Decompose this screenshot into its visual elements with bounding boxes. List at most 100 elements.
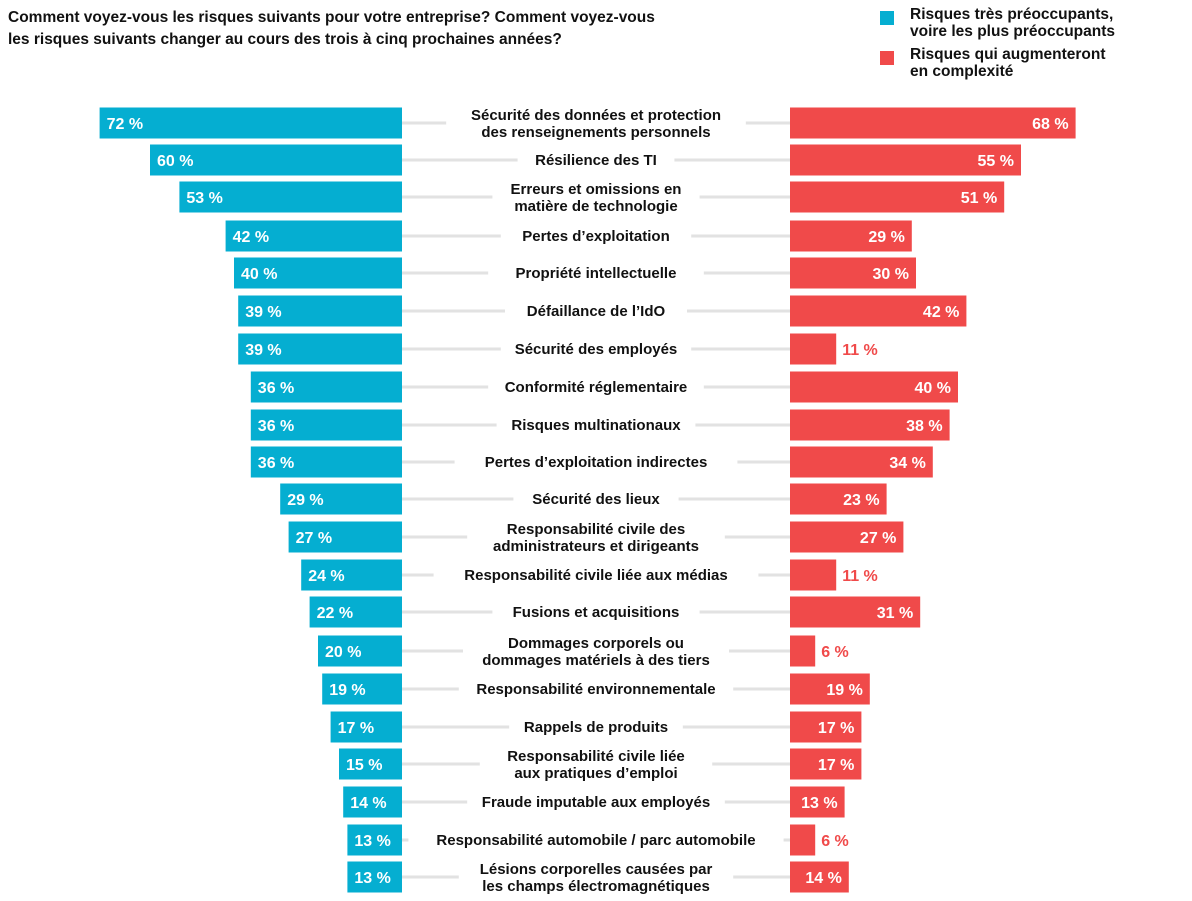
chart-row: Responsabilité civile des administrateurs… xyxy=(288,519,904,555)
category-label: Pertes d’exploitation xyxy=(522,228,670,245)
bar-very-concerning xyxy=(99,107,402,139)
chart-row: Responsabilité civile liée aux pratiques … xyxy=(339,746,862,782)
bar-increasing-complexity xyxy=(790,596,921,628)
category-label-background xyxy=(496,415,696,435)
category-label: Erreurs et omissions en matière de techno… xyxy=(511,181,682,215)
bar-very-concerning xyxy=(150,144,402,176)
data-label-increasing-complexity: 55 % xyxy=(978,153,1014,170)
category-label: Responsabilité civile liée aux médias xyxy=(464,567,727,584)
category-label: Fusions et acquisitions xyxy=(513,604,680,621)
bar-very-concerning xyxy=(309,596,402,628)
chart-title: Comment voyez-vous les risques suivants … xyxy=(8,9,655,48)
category-label-background xyxy=(488,377,704,397)
bar-very-concerning xyxy=(288,521,402,553)
chart-row: Erreurs et omissions en matière de techno… xyxy=(179,179,1005,215)
category-label-background xyxy=(458,679,734,699)
data-label-increasing-complexity: 6 % xyxy=(821,644,849,661)
category-label: Responsabilité civile liée aux pratiques … xyxy=(507,748,685,782)
category-label-background xyxy=(467,519,725,555)
data-label-very-concerning: 36 % xyxy=(258,455,294,472)
data-label-very-concerning: 17 % xyxy=(338,720,374,737)
chart-row: Pertes d’exploitation 42 % 29 % xyxy=(225,220,912,252)
data-label-increasing-complexity: 11 % xyxy=(842,568,878,585)
data-label-increasing-complexity: 27 % xyxy=(860,530,896,547)
data-label-very-concerning: 39 % xyxy=(245,304,281,321)
data-label-very-concerning: 27 % xyxy=(296,530,332,547)
category-label-background xyxy=(463,633,729,669)
chart-row: Responsabilité civile liée aux médias 24 … xyxy=(301,559,878,591)
data-label-very-concerning: 13 % xyxy=(354,870,390,887)
data-label-increasing-complexity: 23 % xyxy=(843,492,879,509)
category-label: Lésions corporelles causées par les champ… xyxy=(480,861,713,895)
category-label: Risques multinationaux xyxy=(511,417,681,434)
data-label-increasing-complexity: 34 % xyxy=(889,455,925,472)
chart-row: Défaillance de l’IdO 39 % 42 % xyxy=(238,295,967,327)
data-label-increasing-complexity: 14 % xyxy=(805,870,841,887)
category-label-background xyxy=(433,565,759,585)
chart-row: Résilience des TI 60 % 55 % xyxy=(150,144,1021,176)
chart-row: Lésions corporelles causées par les champ… xyxy=(347,859,849,895)
data-label-increasing-complexity: 68 % xyxy=(1032,116,1068,133)
category-label-background xyxy=(505,301,687,321)
bar-very-concerning xyxy=(238,295,402,327)
bar-increasing-complexity xyxy=(790,181,1005,213)
category-label: Fraude imputable aux employés xyxy=(482,794,710,811)
bar-very-concerning xyxy=(330,711,402,743)
bar-increasing-complexity xyxy=(790,409,950,441)
category-label-background xyxy=(509,717,683,737)
bar-very-concerning xyxy=(339,748,402,780)
data-label-very-concerning: 42 % xyxy=(233,229,269,246)
chart-row: Responsabilité environnementale 19 % 19 % xyxy=(322,673,870,705)
data-label-increasing-complexity: 6 % xyxy=(821,833,849,850)
chart-row: Risques multinationaux 36 % 38 % xyxy=(250,409,950,441)
data-label-increasing-complexity: 51 % xyxy=(961,190,997,207)
category-label: Responsabilité automobile / parc automob… xyxy=(436,832,755,849)
data-label-very-concerning: 14 % xyxy=(350,795,386,812)
data-label-increasing-complexity: 13 % xyxy=(801,795,837,812)
data-label-very-concerning: 36 % xyxy=(258,418,294,435)
category-label-background xyxy=(446,105,746,141)
data-label-increasing-complexity: 30 % xyxy=(873,266,909,283)
category-label: Résilience des TI xyxy=(535,152,657,169)
category-label: Pertes d’exploitation indirectes xyxy=(485,454,708,471)
category-label-background xyxy=(467,792,725,812)
legend-label-increasing-complexity: Risques qui augmenteront en complexité xyxy=(910,46,1106,80)
bar-very-concerning xyxy=(347,824,402,856)
data-label-increasing-complexity: 17 % xyxy=(818,757,854,774)
data-label-increasing-complexity: 40 % xyxy=(915,380,951,397)
bar-very-concerning xyxy=(234,257,402,289)
bar-increasing-complexity xyxy=(790,295,967,327)
chart-row: Sécurité des lieux 29 % 23 % xyxy=(280,483,887,515)
data-label-increasing-complexity: 17 % xyxy=(818,720,854,737)
bar-very-concerning xyxy=(250,446,402,478)
bar-increasing-complexity xyxy=(790,483,887,515)
data-label-very-concerning: 72 % xyxy=(107,116,143,133)
data-label-very-concerning: 13 % xyxy=(354,833,390,850)
chart-row: Fraude imputable aux employés 14 % 13 % xyxy=(343,786,845,818)
bar-very-concerning xyxy=(238,333,402,365)
chart-row: Sécurité des employés 39 % 11 % xyxy=(238,333,878,365)
bar-increasing-complexity xyxy=(790,635,816,667)
bar-very-concerning xyxy=(250,371,402,403)
data-label-very-concerning: 20 % xyxy=(325,644,361,661)
bar-increasing-complexity xyxy=(790,748,862,780)
bar-increasing-complexity xyxy=(790,521,904,553)
category-label: Défaillance de l’IdO xyxy=(527,303,666,320)
category-label-background xyxy=(408,830,784,850)
bar-very-concerning xyxy=(250,409,402,441)
category-label: Sécurité des employés xyxy=(515,341,678,358)
legend-label-very-concerning: Risques très préoccupants, voire les plu… xyxy=(910,6,1116,40)
chart-row: Fusions et acquisitions 22 % 31 % xyxy=(309,596,921,628)
category-label-background xyxy=(492,179,700,215)
category-label-background xyxy=(454,452,738,472)
data-label-increasing-complexity: 38 % xyxy=(906,418,942,435)
chart-row: Propriété intellectuelle 40 % 30 % xyxy=(234,257,916,289)
bar-increasing-complexity xyxy=(790,333,837,365)
data-label-very-concerning: 36 % xyxy=(258,380,294,397)
category-label-background xyxy=(517,150,675,170)
bar-very-concerning xyxy=(322,673,402,705)
chart-row: Dommages corporels ou dommages matériels … xyxy=(318,633,849,669)
bar-increasing-complexity xyxy=(790,446,933,478)
bar-very-concerning xyxy=(301,559,402,591)
